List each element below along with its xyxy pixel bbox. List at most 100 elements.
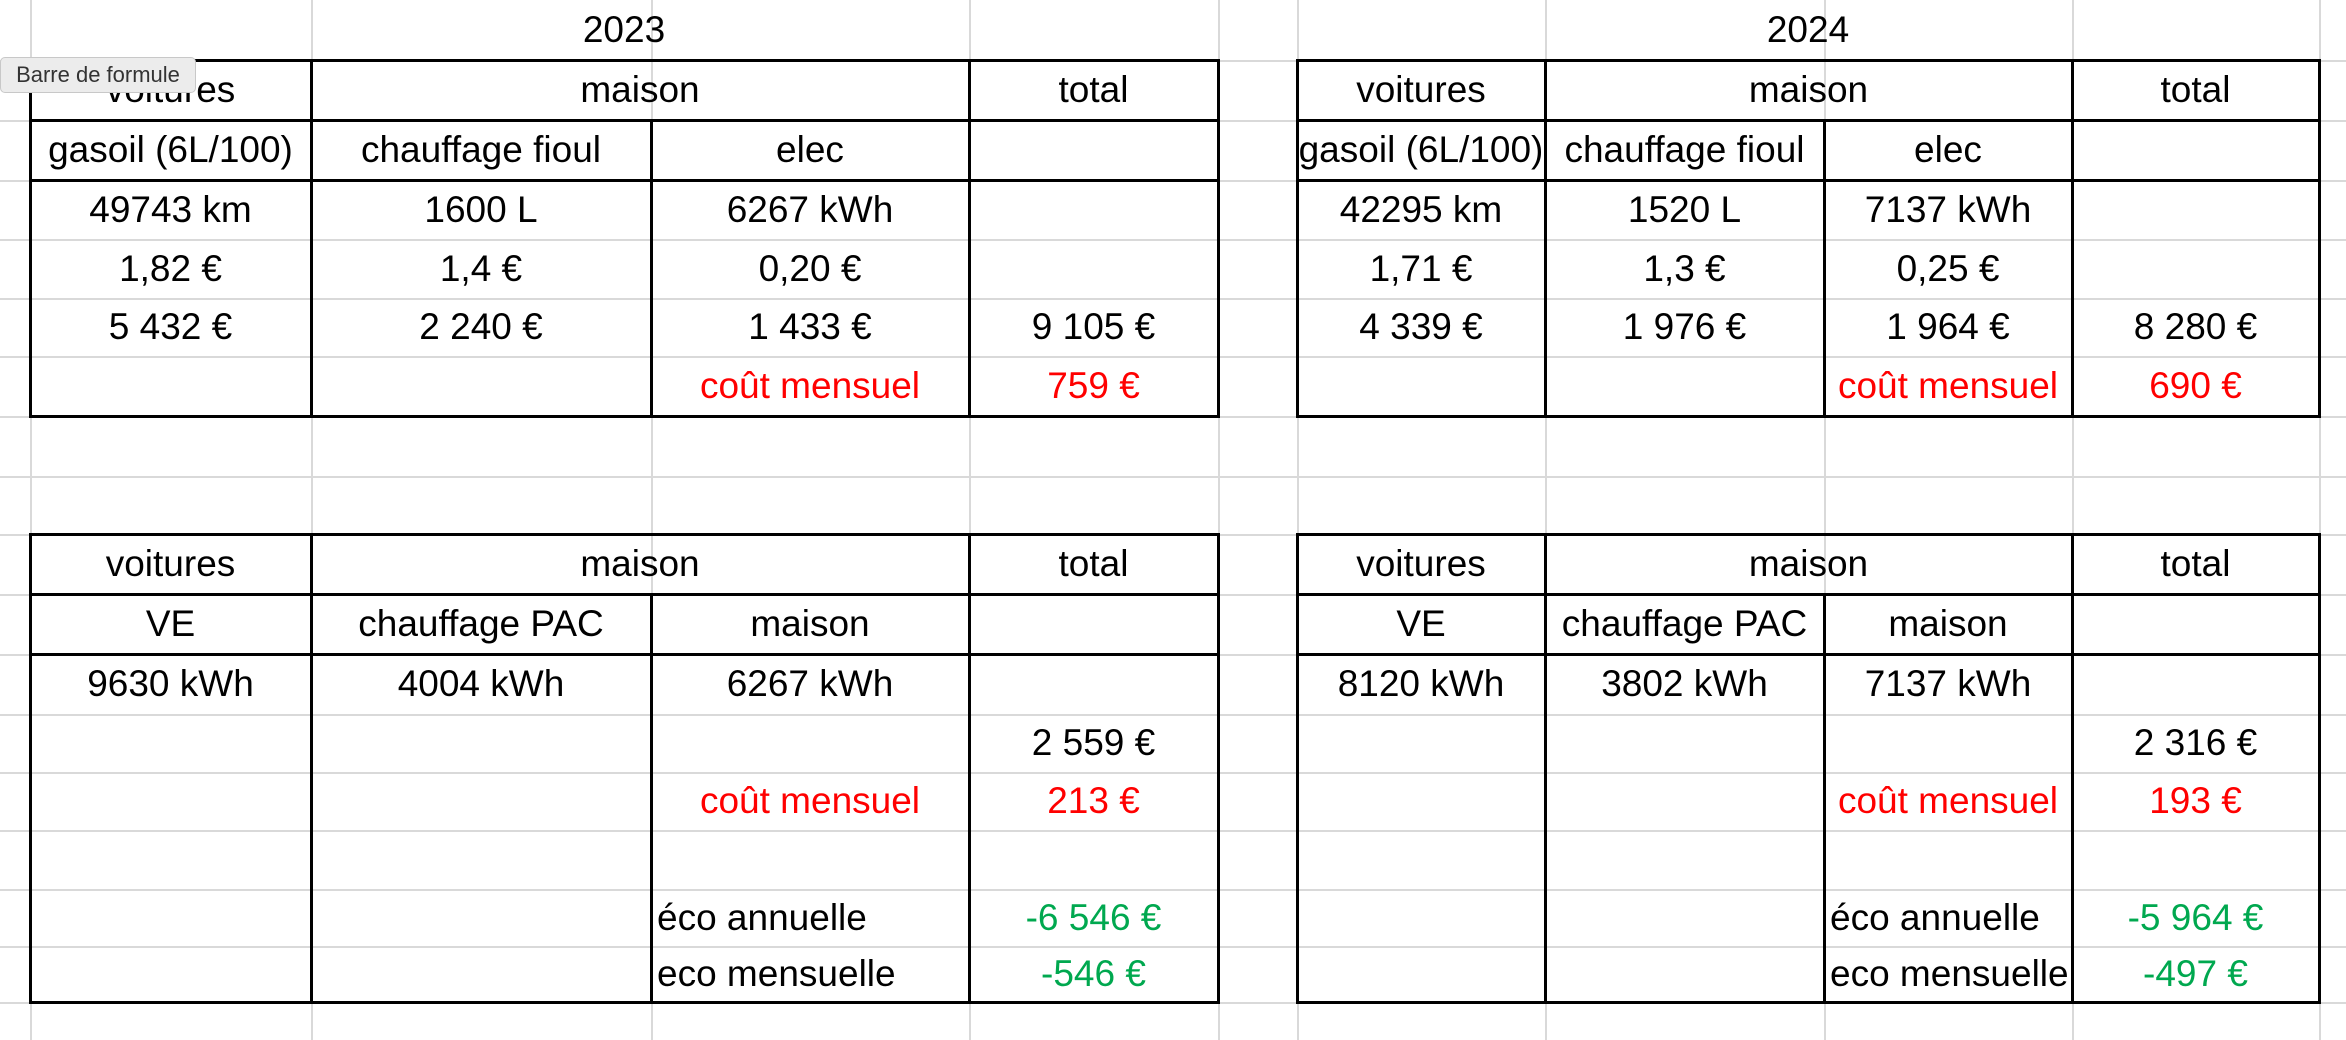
border xyxy=(29,415,1220,418)
cell xyxy=(969,654,1218,714)
cell: 193 € xyxy=(2149,780,2242,821)
cell: maison xyxy=(1748,543,1869,584)
cell: -546 € xyxy=(1041,953,1146,994)
border xyxy=(650,594,653,1002)
cell: -6 546 € xyxy=(1025,896,1162,938)
border xyxy=(29,179,1220,182)
cell: total xyxy=(2160,543,2231,584)
cell: voitures xyxy=(1356,69,1486,110)
cell: -497 € xyxy=(2143,953,2248,994)
cell xyxy=(969,239,1218,298)
border xyxy=(29,534,32,1004)
cell: 42295 km xyxy=(1339,188,1503,230)
cell: voitures xyxy=(105,543,236,584)
border xyxy=(29,60,32,418)
cell xyxy=(1545,830,1824,889)
cell: chauffage PAC xyxy=(1561,603,1808,644)
cell: 1,82 € xyxy=(119,247,222,289)
grid-line xyxy=(1545,0,1547,1040)
cell: 1600 L xyxy=(424,188,538,230)
cell: 213 € xyxy=(1047,780,1140,821)
cell xyxy=(30,714,311,772)
cell: 8 280 € xyxy=(2133,306,2258,347)
border xyxy=(1296,653,2321,656)
grid-line xyxy=(0,476,2346,478)
cell: elec xyxy=(1914,129,1982,170)
cell: 2 316 € xyxy=(2133,722,2258,763)
grid-line xyxy=(0,946,2346,948)
cell: voitures xyxy=(1356,543,1486,584)
cell xyxy=(311,889,651,946)
cell xyxy=(30,772,311,830)
cell xyxy=(1545,356,1824,416)
grid-line xyxy=(651,0,653,1040)
border xyxy=(29,1001,1220,1004)
cell: éco annuelle xyxy=(1830,896,2040,938)
cell: 1,71 € xyxy=(1369,247,1473,289)
grid-line xyxy=(1824,0,1826,1040)
border xyxy=(1217,534,1220,1004)
border xyxy=(310,60,313,418)
cell xyxy=(651,830,969,889)
cell xyxy=(1545,889,1824,946)
cell xyxy=(1824,830,2072,889)
cell: 9630 kWh xyxy=(87,663,254,704)
cell: maison xyxy=(1888,603,2008,644)
cell: 4004 kWh xyxy=(397,663,565,704)
cell: maison xyxy=(580,543,700,584)
grid-line xyxy=(0,298,2346,300)
cell: 6267 kWh xyxy=(726,188,894,230)
grid-line xyxy=(30,0,32,1040)
cell xyxy=(311,830,651,889)
border xyxy=(1296,179,2321,182)
cell xyxy=(969,120,1218,180)
cell: eco mensuelle xyxy=(657,953,896,994)
border xyxy=(29,653,1220,656)
border xyxy=(29,119,1220,122)
cell xyxy=(1297,889,1545,946)
cell: éco annuelle xyxy=(657,896,867,938)
cell: 1520 L xyxy=(1627,188,1742,230)
grid-line xyxy=(0,830,2346,832)
cell: VE xyxy=(145,603,196,644)
border xyxy=(1544,534,1547,1004)
grid-line xyxy=(2319,0,2321,1040)
border xyxy=(1296,119,2321,122)
cell: gasoil (6L/100) xyxy=(48,129,293,170)
cell: maison xyxy=(580,69,700,110)
cell xyxy=(2072,120,2319,180)
cell: 7137 kWh xyxy=(1864,188,2032,230)
cell: 7137 kWh xyxy=(1864,663,2032,704)
cell: coût mensuel xyxy=(1837,780,2059,821)
cell: elec xyxy=(776,129,844,170)
cell: gasoil (6L/100) xyxy=(1298,129,1544,170)
border xyxy=(1823,594,1826,1002)
cell xyxy=(311,772,651,830)
cell: coût mensuel xyxy=(699,365,921,406)
cell: 0,25 € xyxy=(1896,247,2000,289)
border xyxy=(310,534,313,1004)
grid-line xyxy=(311,0,313,1040)
cell: maison xyxy=(750,603,870,644)
cell: total xyxy=(1058,543,1129,584)
cell xyxy=(30,946,311,1002)
cell: maison xyxy=(1748,69,1869,110)
border xyxy=(1296,59,2321,62)
cell: 8120 kWh xyxy=(1337,663,1505,704)
border xyxy=(29,59,1220,62)
cell xyxy=(1545,772,1824,830)
cell xyxy=(311,946,651,1002)
cell: 4 339 € xyxy=(1359,306,1483,347)
border xyxy=(1544,60,1547,418)
cell: 1,4 € xyxy=(439,247,523,289)
cell xyxy=(1297,714,1545,772)
cell xyxy=(311,714,651,772)
cell: 49743 km xyxy=(89,188,252,230)
cell: -5 964 € xyxy=(2127,896,2264,938)
cell xyxy=(1824,714,2072,772)
cell xyxy=(1545,714,1824,772)
border xyxy=(1217,60,1220,418)
cell xyxy=(2072,654,2319,714)
cell: 0,20 € xyxy=(758,247,862,289)
cell: 690 € xyxy=(2149,365,2242,406)
